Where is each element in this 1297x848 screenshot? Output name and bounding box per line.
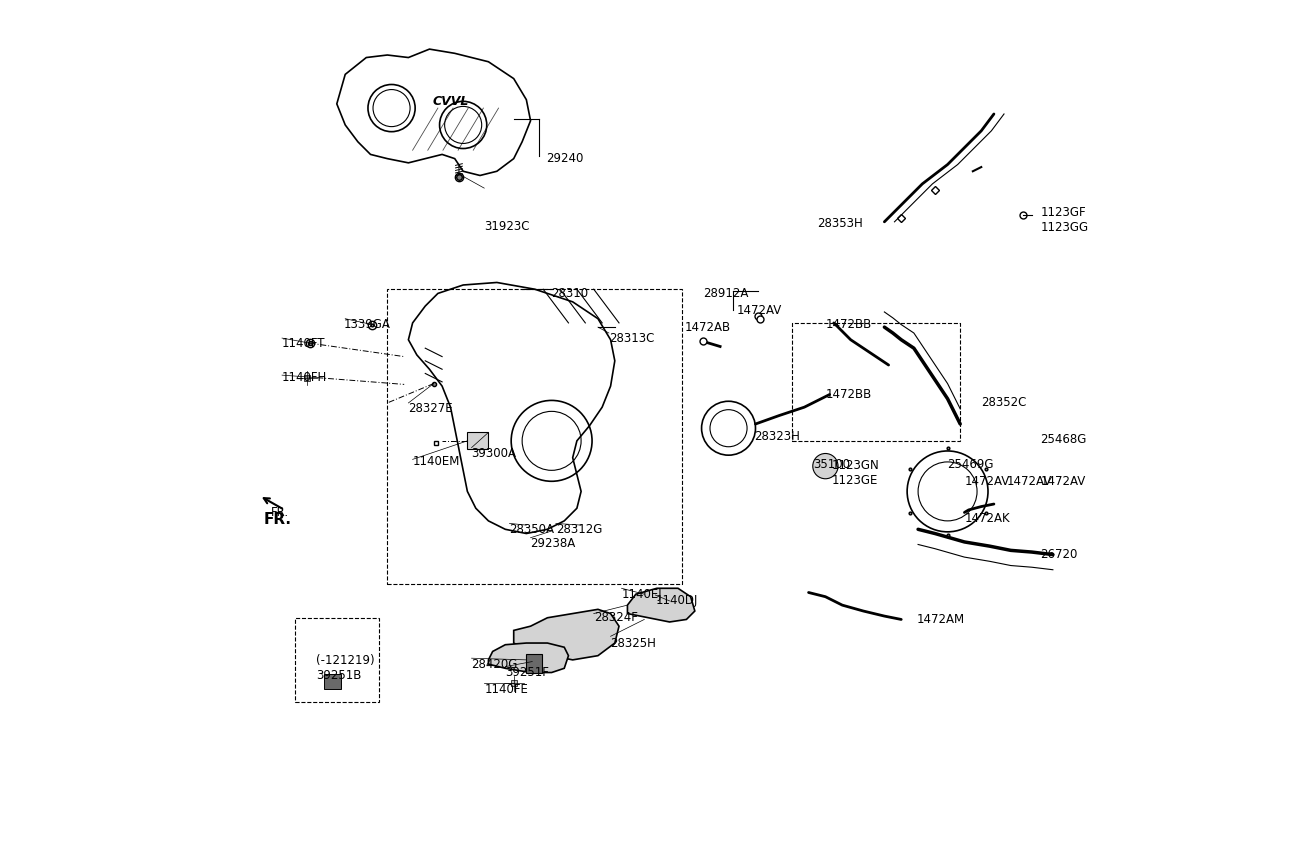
Text: 28325H: 28325H: [611, 637, 656, 650]
PathPatch shape: [628, 589, 695, 622]
Text: 1140FH: 1140FH: [281, 371, 327, 384]
Text: 1472AV: 1472AV: [1006, 475, 1052, 488]
Text: 26720: 26720: [1040, 548, 1078, 561]
Text: 35100: 35100: [813, 458, 850, 471]
Bar: [791, 323, 960, 441]
Text: 29238A: 29238A: [530, 537, 576, 550]
Text: 1339GA: 1339GA: [344, 318, 390, 331]
Bar: [294, 617, 379, 702]
PathPatch shape: [514, 610, 619, 660]
Text: 29240: 29240: [546, 152, 584, 165]
Text: 1472AV: 1472AV: [1040, 475, 1086, 488]
Bar: [527, 654, 542, 672]
Text: 1472AV: 1472AV: [965, 475, 1009, 488]
Text: (-121219)
39251B: (-121219) 39251B: [315, 655, 375, 683]
Text: 1140DJ: 1140DJ: [655, 594, 698, 607]
Text: 39300A: 39300A: [472, 447, 516, 460]
Text: 28327E: 28327E: [409, 402, 453, 416]
Text: 1123GN
1123GE: 1123GN 1123GE: [833, 459, 879, 487]
Text: 28353H: 28353H: [817, 217, 863, 230]
Text: 1140EM: 1140EM: [412, 455, 460, 468]
Text: 25468G: 25468G: [1040, 432, 1087, 446]
Text: 1140FE: 1140FE: [484, 683, 528, 696]
Text: 28912A: 28912A: [703, 287, 748, 300]
Text: 1472BB: 1472BB: [825, 318, 872, 331]
Circle shape: [813, 454, 838, 479]
PathPatch shape: [489, 643, 568, 672]
Text: 1123GF
1123GG: 1123GF 1123GG: [1040, 206, 1088, 234]
Text: FR.: FR.: [271, 506, 289, 519]
Text: 28312G: 28312G: [556, 523, 602, 536]
Text: 1472BB: 1472BB: [825, 388, 872, 401]
Text: 28324F: 28324F: [594, 611, 638, 624]
Text: 28313C: 28313C: [608, 332, 654, 344]
Text: 28350A: 28350A: [510, 523, 555, 536]
Bar: [467, 432, 489, 449]
Text: 31923C: 31923C: [484, 220, 529, 232]
Text: CVVL: CVVL: [432, 95, 468, 108]
Text: 25469G: 25469G: [948, 458, 994, 471]
Text: 1472AV: 1472AV: [737, 304, 782, 317]
Text: 28352C: 28352C: [982, 396, 1027, 410]
Text: 1472AB: 1472AB: [685, 321, 730, 333]
Bar: [324, 674, 341, 689]
Text: 1472AK: 1472AK: [965, 512, 1010, 525]
Bar: [388, 289, 682, 584]
Text: 39251F: 39251F: [506, 666, 549, 679]
Text: 1140FT: 1140FT: [281, 337, 326, 349]
Text: 1140EJ: 1140EJ: [621, 588, 663, 600]
Text: 1472AM: 1472AM: [917, 613, 965, 626]
Text: 28420G: 28420G: [472, 657, 518, 671]
Text: 28323H: 28323H: [754, 430, 800, 444]
Text: FR.: FR.: [263, 512, 292, 527]
Text: 28310: 28310: [551, 287, 589, 300]
